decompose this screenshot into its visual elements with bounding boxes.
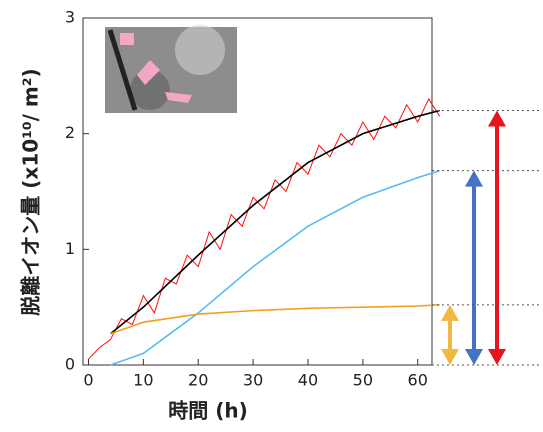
plot-frame xyxy=(82,17,433,366)
y-tick-label: 0 xyxy=(65,355,75,374)
arrow-head xyxy=(441,349,459,365)
y-tick-label: 1 xyxy=(65,239,75,258)
x-axis-label: 時間 (h) xyxy=(168,399,247,423)
y-tick-label: 2 xyxy=(65,123,75,142)
arrow-head xyxy=(465,349,483,365)
y-axis-label: 脱離イオン量 (x10¹⁰/ m²) xyxy=(19,68,43,315)
x-tick-label: 0 xyxy=(83,371,93,390)
x-tick-label: 40 xyxy=(298,371,318,390)
series-line xyxy=(110,304,440,335)
series-line xyxy=(88,97,441,360)
x-tick-label: 10 xyxy=(133,371,153,390)
x-tick-label: 50 xyxy=(353,371,373,390)
arrow-head xyxy=(465,170,483,187)
x-tick-label: 30 xyxy=(243,371,263,390)
arrow-head xyxy=(488,349,506,365)
arrow-head xyxy=(441,304,459,321)
arrow-head xyxy=(488,110,506,127)
x-tick-label: 20 xyxy=(188,371,208,390)
series-line xyxy=(109,109,440,335)
series-line xyxy=(110,169,440,366)
x-tick-label: 60 xyxy=(408,371,428,390)
y-tick-label: 3 xyxy=(65,8,75,27)
inset-image xyxy=(105,25,237,113)
